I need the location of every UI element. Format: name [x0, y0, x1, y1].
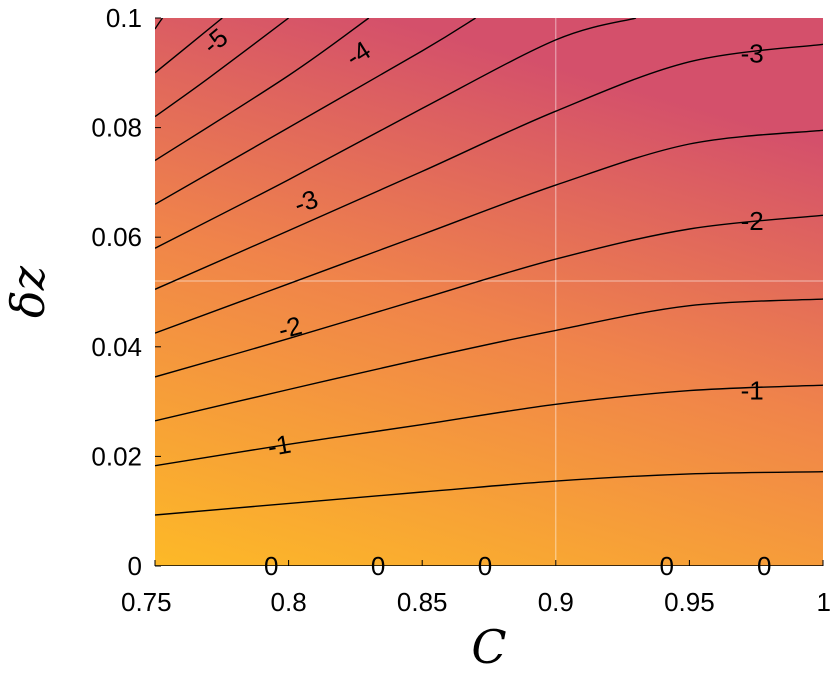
y-tick-label: 0.08	[91, 113, 142, 143]
contour-label: 0	[264, 551, 278, 581]
y-axis-title: δz	[1, 265, 55, 318]
contour-label: -2	[741, 206, 764, 236]
y-tick-label: 0.06	[91, 222, 142, 252]
contour-line	[155, 18, 290, 118]
contour-label: -1	[741, 376, 764, 406]
contour-line	[155, 298, 823, 422]
y-tick-label: 0	[128, 551, 142, 581]
y-tick-label: 0.02	[91, 441, 142, 471]
contour-label: -3	[741, 39, 764, 69]
contour-lines	[155, 18, 823, 566]
heatmap-background	[155, 18, 823, 566]
contour-label: 0	[659, 551, 673, 581]
y-axis-ticks: 0 0.02 0.04 0.06 0.08 0.1	[91, 3, 161, 581]
x-axis-title: C	[471, 620, 506, 673]
x-tick-label: 0.95	[664, 587, 715, 617]
x-tick-label: 0.85	[397, 587, 448, 617]
contour-line	[155, 18, 164, 30]
contour-label: -1	[265, 429, 293, 463]
contour-line	[155, 18, 370, 162]
contour-line	[155, 384, 823, 467]
x-tick-label: 0.8	[271, 587, 307, 617]
contour-label: 0	[371, 551, 385, 581]
x-tick-label: 0.75	[121, 587, 172, 617]
grid-lines	[155, 18, 823, 566]
y-tick-label: 0.04	[91, 332, 142, 362]
x-axis-ticks: 0.75 0.8 0.85 0.9 0.95 1	[121, 560, 830, 617]
contour-line	[155, 43, 823, 290]
contour-line	[155, 18, 637, 249]
contour-line	[155, 129, 823, 334]
contour-label: 0	[757, 551, 771, 581]
contour-line	[155, 471, 823, 516]
contour-line	[155, 18, 223, 74]
x-tick-label: 0.9	[538, 587, 574, 617]
y-tick-label: 0.1	[106, 3, 142, 33]
contour-line	[155, 18, 476, 205]
contour-label: 0	[478, 551, 492, 581]
contour-line	[155, 214, 823, 378]
x-tick-label: 1	[817, 587, 830, 617]
